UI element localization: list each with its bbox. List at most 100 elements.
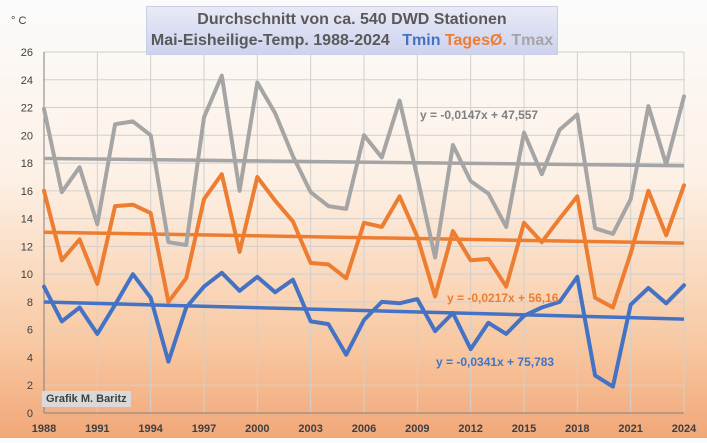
data-point — [95, 332, 99, 336]
data-point — [469, 347, 473, 351]
data-point — [664, 233, 668, 237]
data-point — [522, 221, 526, 225]
chart-title-box: Durchschnitt von ca. 540 DWD Stationen M… — [146, 6, 558, 55]
data-point — [238, 250, 242, 254]
data-point — [504, 285, 508, 289]
data-point — [255, 81, 259, 85]
data-point — [291, 219, 295, 223]
y-tick-label: 4 — [27, 352, 33, 364]
chart-subtitle: Mai-Eisheilige-Temp. 1988-2024 Tmin Tage… — [147, 32, 557, 50]
data-point — [60, 319, 64, 323]
data-point — [575, 194, 579, 198]
data-point — [558, 300, 562, 304]
x-tick-label: 2018 — [565, 423, 589, 435]
data-point — [593, 374, 597, 378]
data-point — [575, 275, 579, 279]
chart-title: Durchschnitt von ca. 540 DWD Stationen — [197, 11, 507, 28]
legend-tmax: Tmax — [511, 32, 554, 49]
data-point — [611, 385, 615, 389]
data-point — [504, 225, 508, 229]
trendline-equation: y = -0,0217x + 56,16 — [447, 291, 559, 305]
data-point — [78, 165, 82, 169]
chart-subtitle-text: Mai-Eisheilige-Temp. 1988-2024 — [150, 32, 390, 49]
x-tick-label: 2012 — [458, 423, 482, 435]
trendline-equation: y = -0,0341x + 75,783 — [436, 355, 554, 369]
data-point — [78, 237, 82, 241]
data-point — [202, 115, 206, 119]
data-point — [184, 276, 188, 280]
y-tick-label: 2 — [27, 380, 33, 392]
data-point — [326, 204, 330, 208]
data-point — [664, 162, 668, 166]
trendline-equation: y = -0,0147x + 47,557 — [420, 108, 538, 122]
data-point — [682, 183, 686, 187]
x-tick-label: 2009 — [405, 423, 429, 435]
data-point — [380, 225, 384, 229]
data-point — [469, 179, 473, 183]
data-point — [78, 305, 82, 309]
data-point — [220, 74, 224, 78]
data-point — [646, 189, 650, 193]
data-point — [166, 300, 170, 304]
data-point — [629, 197, 633, 201]
data-point — [486, 192, 490, 196]
data-point — [558, 128, 562, 132]
data-point — [95, 282, 99, 286]
data-point — [522, 314, 526, 318]
data-point — [611, 305, 615, 309]
data-point — [309, 319, 313, 323]
data-point — [131, 119, 135, 123]
data-point — [611, 232, 615, 236]
data-point — [415, 235, 419, 239]
data-point — [113, 204, 117, 208]
x-tick-label: 1988 — [32, 423, 56, 435]
data-point — [486, 321, 490, 325]
data-point — [220, 172, 224, 176]
trendline-tmax — [43, 156, 685, 168]
data-point — [682, 283, 686, 287]
y-tick-label: 22 — [21, 103, 33, 115]
y-axis-label: ° C — [11, 15, 26, 27]
data-point — [184, 305, 188, 309]
x-tick-label: 1997 — [192, 423, 216, 435]
data-point — [451, 229, 455, 233]
y-tick-label: 10 — [21, 269, 33, 281]
data-point — [220, 271, 224, 275]
data-point — [362, 318, 366, 322]
legend-tmin: Tmin — [402, 32, 441, 49]
data-point — [504, 332, 508, 336]
y-tick-label: 8 — [27, 297, 33, 309]
x-tick-label: 1994 — [138, 423, 163, 435]
x-tick-label: 2000 — [245, 423, 269, 435]
data-point — [646, 104, 650, 108]
x-tick-label: 2024 — [672, 423, 697, 435]
data-point — [380, 156, 384, 160]
data-point — [238, 289, 242, 293]
x-tick-label: 2015 — [512, 423, 536, 435]
data-point — [202, 197, 206, 201]
data-point — [309, 190, 313, 194]
y-tick-label: 20 — [21, 130, 33, 142]
data-point — [60, 258, 64, 262]
y-tick-label: 12 — [21, 241, 33, 253]
data-point — [522, 131, 526, 135]
x-tick-label: 2006 — [352, 423, 376, 435]
data-point — [433, 294, 437, 298]
data-point — [344, 353, 348, 357]
data-point — [42, 285, 46, 289]
data-point — [646, 286, 650, 290]
trendline-tages — [43, 230, 685, 245]
data-point — [629, 303, 633, 307]
data-point — [433, 255, 437, 259]
y-tick-label: 6 — [27, 325, 33, 337]
data-point — [575, 112, 579, 116]
data-point — [451, 143, 455, 147]
data-point — [291, 154, 295, 158]
data-point — [326, 262, 330, 266]
data-point — [149, 133, 153, 137]
data-point — [131, 272, 135, 276]
data-point — [113, 303, 117, 307]
data-point — [540, 240, 544, 244]
data-point — [166, 240, 170, 244]
